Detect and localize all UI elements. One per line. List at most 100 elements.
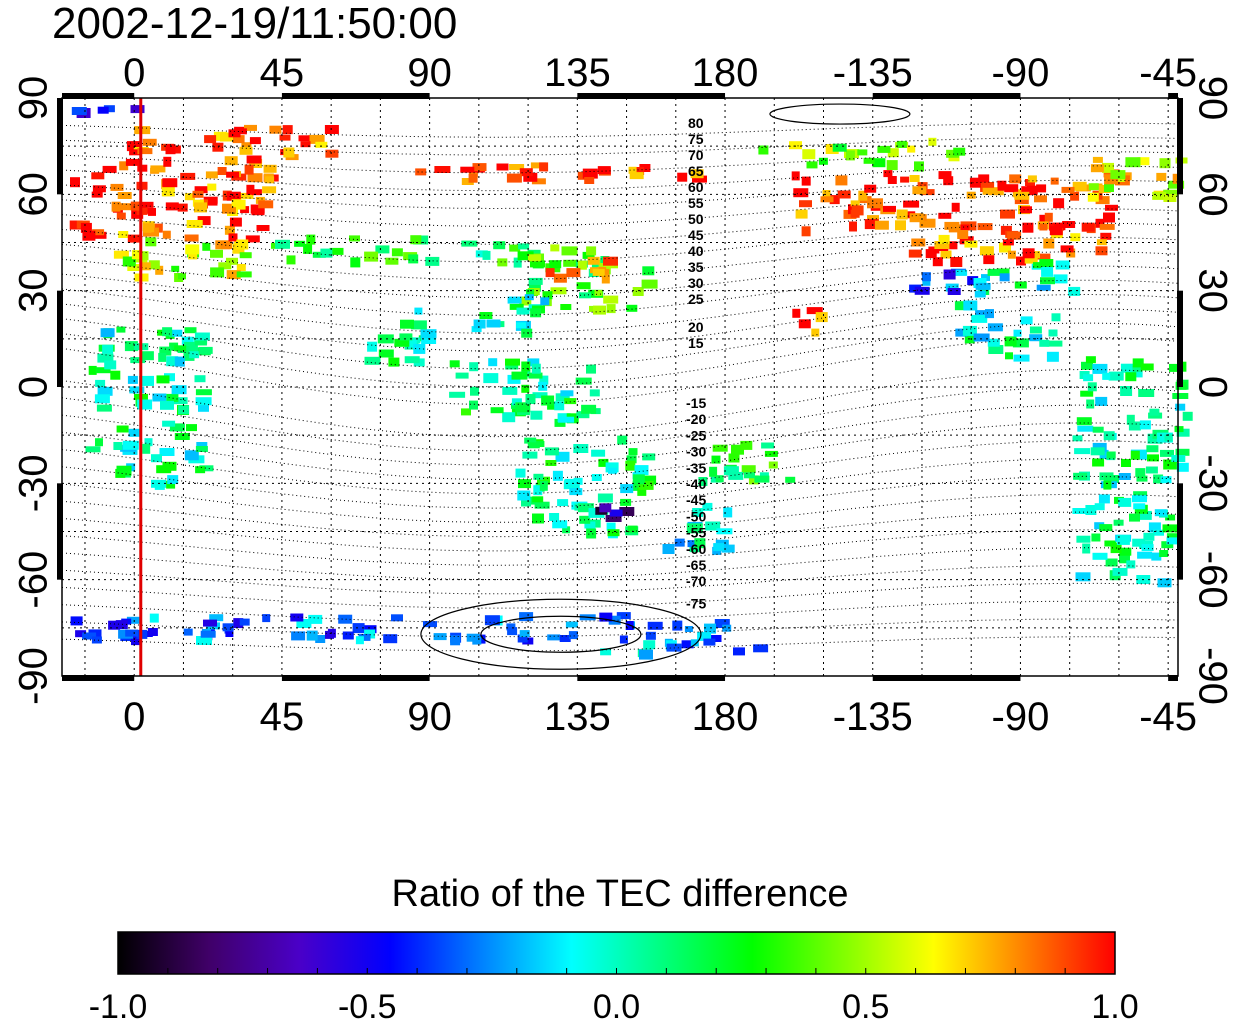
- data-cell: [969, 177, 981, 188]
- data-cell: [95, 367, 111, 374]
- data-cell: [531, 363, 541, 374]
- data-cell: [94, 394, 110, 404]
- data-cell: [156, 375, 170, 384]
- data-cell: [867, 198, 883, 209]
- data-cell: [603, 256, 618, 266]
- data-cell: [519, 630, 530, 638]
- axis-band-top: [281, 93, 430, 99]
- data-cell: [960, 224, 970, 231]
- data-cell: [75, 630, 87, 638]
- data-cell: [565, 621, 578, 628]
- data-cell: [137, 164, 148, 172]
- data-cell: [408, 254, 419, 264]
- data-cell: [226, 270, 241, 280]
- data-cell: [1088, 183, 1099, 191]
- data-cell: [971, 314, 988, 323]
- data-cell: [511, 371, 528, 380]
- data-cell: [576, 282, 591, 290]
- data-cell: [564, 478, 580, 485]
- data-cell: [1133, 503, 1146, 510]
- data-cell: [1143, 532, 1155, 541]
- data-cell: [758, 145, 769, 155]
- axis-band-top: [872, 93, 1021, 99]
- data-cell: [541, 395, 555, 406]
- data-cell: [811, 328, 820, 337]
- data-cell: [174, 433, 190, 440]
- data-cell: [1104, 184, 1114, 192]
- data-cell: [325, 149, 339, 158]
- data-cell: [1050, 177, 1059, 185]
- data-cell: [914, 161, 924, 172]
- data-cell: [1164, 434, 1173, 442]
- contour-label: -60: [686, 541, 706, 557]
- data-cell: [533, 473, 544, 480]
- data-cell: [315, 141, 328, 148]
- data-cell: [1105, 558, 1118, 567]
- data-cell: [131, 250, 142, 260]
- data-cell: [1085, 505, 1097, 515]
- data-cell: [681, 640, 694, 649]
- data-cell: [864, 184, 877, 193]
- data-cell: [837, 190, 851, 199]
- data-cell: [203, 619, 217, 627]
- data-cell: [262, 614, 271, 623]
- y-tick-label-left: -60: [12, 551, 56, 609]
- data-cell: [987, 338, 1000, 347]
- data-cell: [1108, 371, 1124, 381]
- data-cell: [515, 468, 526, 478]
- data-cell: [1095, 396, 1108, 406]
- data-cell: [183, 628, 193, 636]
- data-cell: [577, 260, 587, 270]
- contour-label: 75: [688, 131, 704, 147]
- data-cell: [1147, 454, 1159, 462]
- contour-label: 40: [688, 243, 704, 259]
- data-cell: [857, 149, 868, 156]
- axis-band-left: [57, 290, 63, 387]
- data-cell: [97, 106, 109, 114]
- data-cell: [517, 634, 528, 643]
- data-cell: [608, 615, 621, 625]
- data-cell: [1153, 474, 1164, 484]
- data-cell: [200, 630, 216, 638]
- data-cell: [226, 171, 240, 178]
- data-cell: [692, 175, 707, 183]
- data-cell: [1154, 509, 1167, 517]
- data-cell: [721, 544, 735, 553]
- data-cell: [692, 508, 704, 517]
- data-cell: [152, 393, 167, 402]
- data-cell: [594, 290, 603, 296]
- data-cell: [82, 632, 97, 640]
- y-tick-label-left: 0: [12, 376, 56, 398]
- contour-label: -25: [686, 427, 706, 443]
- data-cell: [486, 319, 501, 328]
- data-cell: [149, 613, 159, 623]
- data-cell: [545, 268, 555, 278]
- data-cell: [1166, 533, 1183, 541]
- data-cell: [943, 269, 956, 280]
- tick-labels: 0045459090135135180180-135-135-90-90-45-…: [12, 51, 1235, 739]
- data-cell: [577, 171, 587, 180]
- contour-label: -55: [686, 525, 706, 541]
- data-cell: [110, 183, 124, 191]
- data-cell: [1160, 449, 1174, 457]
- data-cell: [143, 223, 155, 233]
- data-cell: [244, 124, 257, 131]
- data-cell: [632, 474, 645, 485]
- data-cell: [789, 141, 802, 150]
- data-cell: [1156, 172, 1167, 181]
- data-cell: [761, 442, 775, 449]
- data-cell: [131, 636, 142, 646]
- data-cell: [166, 480, 176, 489]
- data-cell: [1140, 363, 1154, 371]
- data-cell: [186, 220, 203, 228]
- data-cell: [482, 250, 491, 260]
- data-cell: [547, 401, 560, 410]
- data-cell: [921, 272, 931, 282]
- y-tick-label-left: 90: [12, 76, 56, 121]
- data-cell: [308, 134, 325, 144]
- data-cell: [129, 149, 142, 156]
- contour-label: -30: [686, 444, 706, 460]
- data-cell: [218, 262, 232, 270]
- magnetic-latitude-contour: [61, 208, 1179, 245]
